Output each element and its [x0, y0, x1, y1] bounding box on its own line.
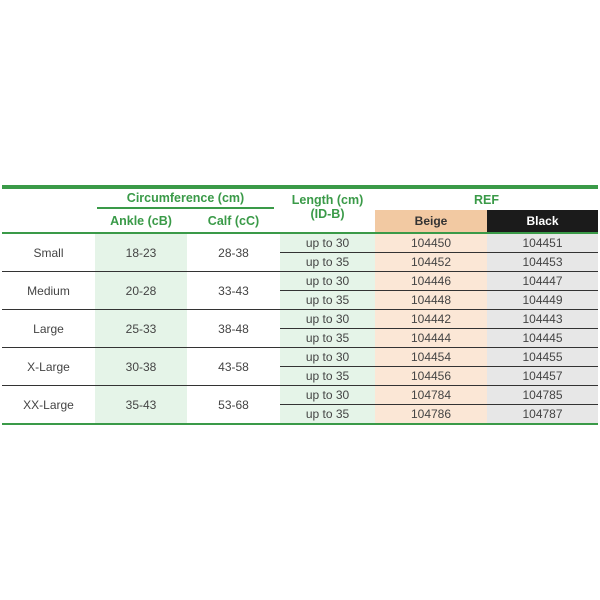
calf-cell: 53-68 [187, 385, 280, 425]
size-cell: X-Large [2, 347, 95, 386]
beige-ref-cell: 104454 [375, 347, 487, 367]
circumference-header: Circumference (cm) [97, 191, 274, 209]
length-cell: up to 35 [280, 252, 375, 272]
calf-cell: 33-43 [187, 271, 280, 310]
length-header-sub: (ID-B) [310, 207, 345, 221]
ref-header: REF [474, 192, 499, 207]
black-ref-cell: 104447 [487, 271, 598, 291]
length-cell: up to 30 [280, 271, 375, 291]
ankle-cell: 20-28 [95, 271, 187, 310]
calf-header: Calf (cC) [187, 210, 280, 234]
calf-cell: 43-58 [187, 347, 280, 386]
table-row: up to 35 104448 104449 [2, 290, 598, 310]
beige-ref-cell: 104452 [375, 252, 487, 272]
table-row: Small 18-23 28-38 up to 30 104450 104451 [2, 233, 598, 272]
table-row: up to 35 104456 104457 [2, 366, 598, 386]
black-ref-cell: 104787 [487, 404, 598, 425]
length-cell: up to 30 [280, 233, 375, 253]
beige-ref-cell: 104456 [375, 366, 487, 386]
length-cell: up to 35 [280, 328, 375, 348]
beige-ref-cell: 104446 [375, 271, 487, 291]
size-cell: Medium [2, 271, 95, 310]
ankle-cell: 18-23 [95, 233, 187, 272]
black-ref-cell: 104785 [487, 385, 598, 405]
corner-cell [2, 187, 95, 210]
black-ref-cell: 104453 [487, 252, 598, 272]
black-ref-cell: 104445 [487, 328, 598, 348]
length-header-label: Length (cm) [291, 193, 364, 207]
length-cell: up to 35 [280, 404, 375, 425]
beige-ref-cell: 104450 [375, 233, 487, 253]
table-row: up to 35 104444 104445 [2, 328, 598, 348]
table-row: Large 25-33 38-48 up to 30 104442 104443 [2, 309, 598, 348]
beige-ref-cell: 104786 [375, 404, 487, 425]
black-ref-cell: 104449 [487, 290, 598, 310]
beige-header: Beige [375, 210, 487, 234]
length-cell: up to 30 [280, 309, 375, 329]
length-cell: up to 30 [280, 385, 375, 405]
size-cell: XX-Large [2, 385, 95, 425]
table-row: up to 35 104452 104453 [2, 252, 598, 272]
table-row: up to 35 104786 104787 [2, 404, 598, 425]
size-cell: Small [2, 233, 95, 272]
size-cell: Large [2, 309, 95, 348]
table-row: Medium 20-28 33-43 up to 30 104446 104447 [2, 271, 598, 310]
beige-ref-cell: 104448 [375, 290, 487, 310]
calf-cell: 28-38 [187, 233, 280, 272]
table-row: XX-Large 35-43 53-68 up to 30 104784 104785 [2, 385, 598, 425]
length-header: Length (cm) (ID-B) [280, 187, 375, 234]
length-cell: up to 30 [280, 347, 375, 367]
length-cell: up to 35 [280, 366, 375, 386]
beige-ref-cell: 104784 [375, 385, 487, 405]
ankle-cell: 35-43 [95, 385, 187, 425]
beige-ref-cell: 104442 [375, 309, 487, 329]
black-ref-cell: 104451 [487, 233, 598, 253]
size-chart-table: Circumference (cm) Length (cm) (ID-B) RE… [2, 185, 598, 425]
ankle-cell: 30-38 [95, 347, 187, 386]
length-cell: up to 35 [280, 290, 375, 310]
black-header: Black [487, 210, 598, 234]
black-ref-cell: 104443 [487, 309, 598, 329]
ankle-header: Ankle (cB) [95, 210, 187, 234]
ankle-cell: 25-33 [95, 309, 187, 348]
table-row: X-Large 30-38 43-58 up to 30 104454 104455 [2, 347, 598, 386]
black-ref-cell: 104457 [487, 366, 598, 386]
calf-cell: 38-48 [187, 309, 280, 348]
black-ref-cell: 104455 [487, 347, 598, 367]
beige-ref-cell: 104444 [375, 328, 487, 348]
